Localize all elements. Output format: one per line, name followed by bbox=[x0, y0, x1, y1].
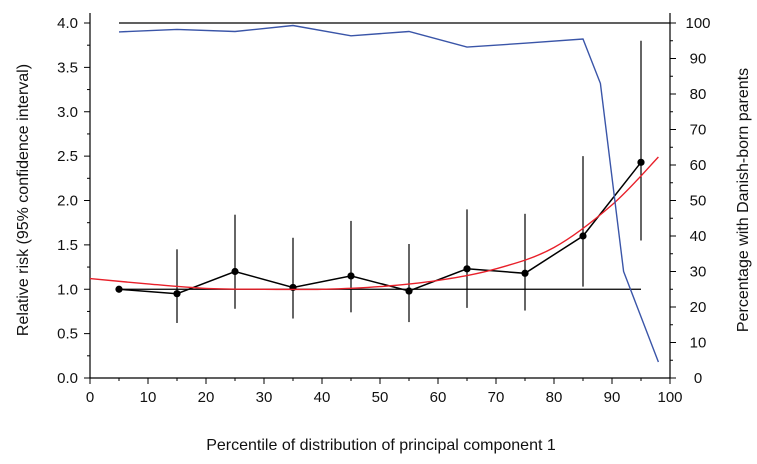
y-left-tick-label: 2.5 bbox=[57, 148, 78, 165]
y-right-tick-label: 90 bbox=[690, 51, 707, 68]
x-tick-label: 90 bbox=[604, 389, 621, 406]
relative-risk-point bbox=[231, 267, 239, 276]
y-left-tick-label: 4.0 bbox=[57, 15, 78, 32]
y-left-tick-label: 3.0 bbox=[57, 104, 78, 121]
relative-risk-point bbox=[115, 285, 123, 293]
y-right-tick-label: 10 bbox=[690, 335, 707, 352]
fitted-curve bbox=[89, 156, 659, 291]
x-tick-label: 40 bbox=[314, 389, 331, 406]
y-left-tick-label: 3.5 bbox=[57, 59, 78, 76]
y-left-tick-label: 2.0 bbox=[57, 193, 78, 210]
x-tick-label: 10 bbox=[140, 389, 157, 406]
x-axis-title: Percentile of distribution of principal … bbox=[206, 437, 556, 454]
x-tick-label: 20 bbox=[198, 389, 215, 406]
relative-risk-point bbox=[463, 265, 471, 273]
y-right-tick-label: 70 bbox=[690, 122, 707, 139]
y-left-tick-label: 0.0 bbox=[57, 370, 78, 387]
y-axis-right-title: Percentage with Danish-born parents bbox=[735, 68, 752, 332]
y-axis-left-title: Relative risk (95% confidence interval) bbox=[15, 64, 32, 336]
relative-risk-point bbox=[521, 269, 529, 277]
relative-risk-point bbox=[579, 232, 587, 240]
y-right-tick-label: 50 bbox=[690, 193, 707, 210]
axes-layer: 0 10 20 30 40 50 60 70 80 90 1000.00.51.01.52.02.5… bbox=[57, 13, 711, 406]
y-right-tick-label: 0 bbox=[694, 370, 702, 387]
relative-risk-point bbox=[637, 158, 645, 166]
y-right-tick-label: 60 bbox=[690, 157, 707, 174]
x-tick-label: 50 bbox=[372, 389, 389, 406]
y-left-tick-label: 1.0 bbox=[57, 281, 78, 298]
y-right-tick-label: 40 bbox=[690, 228, 707, 245]
y-right-tick-label: 20 bbox=[690, 299, 707, 316]
y-right-tick-label: 30 bbox=[690, 264, 707, 281]
relative-risk-point bbox=[173, 290, 181, 298]
danish-born-parents-line bbox=[118, 24, 660, 363]
y-left-tick-label: 0.5 bbox=[57, 326, 78, 343]
y-right-tick-label: 80 bbox=[690, 86, 707, 103]
x-tick-label: 0 bbox=[86, 389, 94, 406]
x-tick-label: 30 bbox=[256, 389, 273, 406]
relative-risk-point bbox=[347, 272, 355, 280]
x-tick-label: 80 bbox=[546, 389, 563, 406]
relative-risk-line bbox=[118, 161, 642, 295]
series-layer bbox=[89, 24, 660, 363]
y-right-tick-label: 100 bbox=[685, 15, 710, 32]
y-left-tick-label: 1.5 bbox=[57, 237, 78, 254]
x-tick-label: 100 bbox=[657, 389, 682, 406]
x-tick-label: 70 bbox=[488, 389, 505, 406]
x-tick-label: 60 bbox=[430, 389, 447, 406]
reference-lines bbox=[119, 22, 670, 290]
relative-risk-point bbox=[405, 287, 413, 295]
